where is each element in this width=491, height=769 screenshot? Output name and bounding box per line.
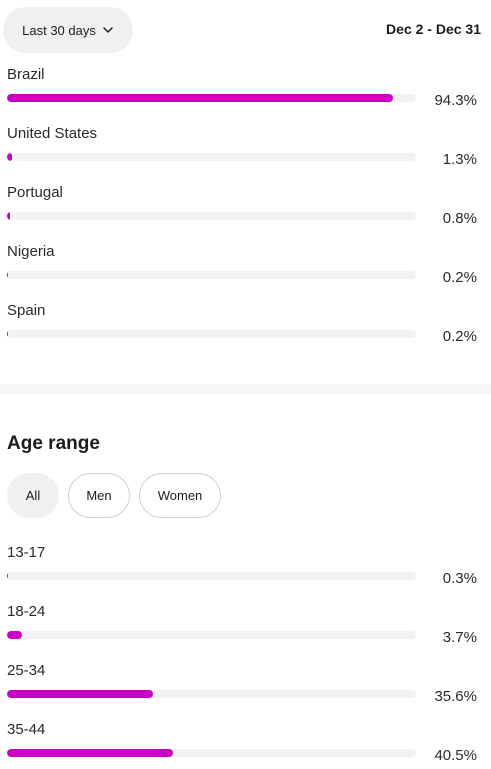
country-row: Spain 0.2% <box>0 302 491 361</box>
country-row: Portugal 0.8% <box>0 184 491 243</box>
bar-track <box>7 572 416 580</box>
percentage-value: 1.3% <box>442 151 477 168</box>
bar-track <box>7 153 416 161</box>
percentage-value: 94.3% <box>434 92 477 109</box>
range-button-label: Last 30 days <box>22 22 96 38</box>
age-row: 35-44 40.5% <box>0 721 491 769</box>
bar-fill <box>7 690 153 698</box>
country-label: Portugal <box>7 184 63 201</box>
percentage-value: 35.6% <box>434 688 477 705</box>
percentage-value: 0.2% <box>442 328 477 345</box>
bar-track <box>7 94 416 102</box>
percentage-value: 0.3% <box>442 570 477 587</box>
country-label: Nigeria <box>7 243 55 260</box>
bar-track <box>7 330 416 338</box>
percentage-value: 0.2% <box>442 269 477 286</box>
age-range-title: Age range <box>7 433 100 454</box>
age-label: 25-34 <box>7 662 46 679</box>
age-row: 25-34 35.6% <box>0 662 491 721</box>
country-row: Nigeria 0.2% <box>0 243 491 302</box>
percentage-value: 0.8% <box>442 210 477 227</box>
top-bar: Last 30 days Dec 2 - Dec 31 <box>0 0 491 62</box>
chevron-down-icon <box>103 27 113 33</box>
filter-chip-women[interactable]: Women <box>139 473 221 518</box>
filter-chip-all[interactable]: All <box>7 473 59 518</box>
bar-fill <box>7 153 13 161</box>
bar-track <box>7 749 416 757</box>
age-row: 18-24 3.7% <box>0 603 491 662</box>
age-label: 13-17 <box>7 544 46 561</box>
country-row: United States 1.3% <box>0 125 491 184</box>
bar-fill <box>7 271 9 279</box>
age-row: 13-17 0.3% <box>0 544 491 603</box>
date-range-text: Dec 2 - Dec 31 <box>386 21 481 37</box>
bar-fill <box>7 212 11 220</box>
age-label: 35-44 <box>7 721 46 738</box>
age-label: 18-24 <box>7 603 46 620</box>
country-label: United States <box>7 125 98 142</box>
bar-fill <box>7 94 393 102</box>
bar-track <box>7 212 416 220</box>
bar-track <box>7 631 416 639</box>
country-label: Spain <box>7 302 46 319</box>
bar-fill <box>7 631 23 639</box>
section-divider <box>0 384 491 394</box>
bar-fill <box>7 330 9 338</box>
country-label: Brazil <box>7 66 45 83</box>
date-range-dropdown-button[interactable]: Last 30 days <box>3 7 133 53</box>
country-row: Brazil 94.3% <box>0 66 491 125</box>
bar-track <box>7 690 416 698</box>
filter-chip-men[interactable]: Men <box>68 473 130 518</box>
percentage-value: 40.5% <box>434 747 477 764</box>
percentage-value: 3.7% <box>442 629 477 646</box>
bar-track <box>7 271 416 279</box>
bar-fill <box>7 749 173 757</box>
bar-fill <box>7 572 9 580</box>
